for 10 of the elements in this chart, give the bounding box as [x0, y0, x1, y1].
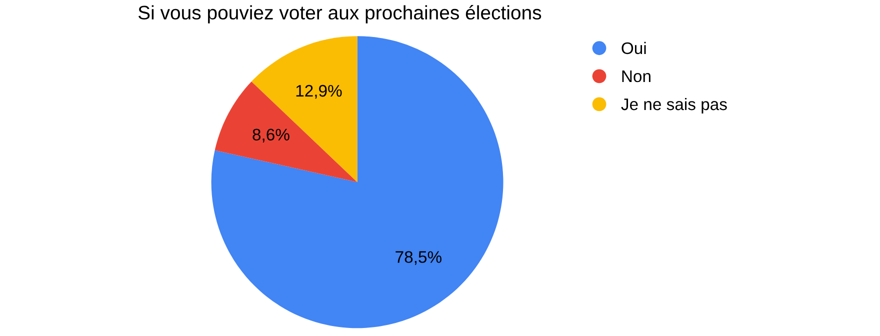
legend-label: Je ne sais pas — [621, 98, 727, 114]
pie-slice — [251, 36, 358, 182]
data-label: 78,5% — [396, 251, 442, 265]
legend-label: Oui — [622, 42, 646, 54]
data-label: 8,6% — [252, 128, 290, 143]
pie-slice — [214, 82, 358, 182]
chart-title: Si vous pouviez voter aux prochaines élections — [138, 5, 542, 24]
pie-slice — [211, 36, 504, 328]
data-label: 12,9% — [296, 84, 342, 99]
legend-label: Non — [622, 70, 650, 82]
